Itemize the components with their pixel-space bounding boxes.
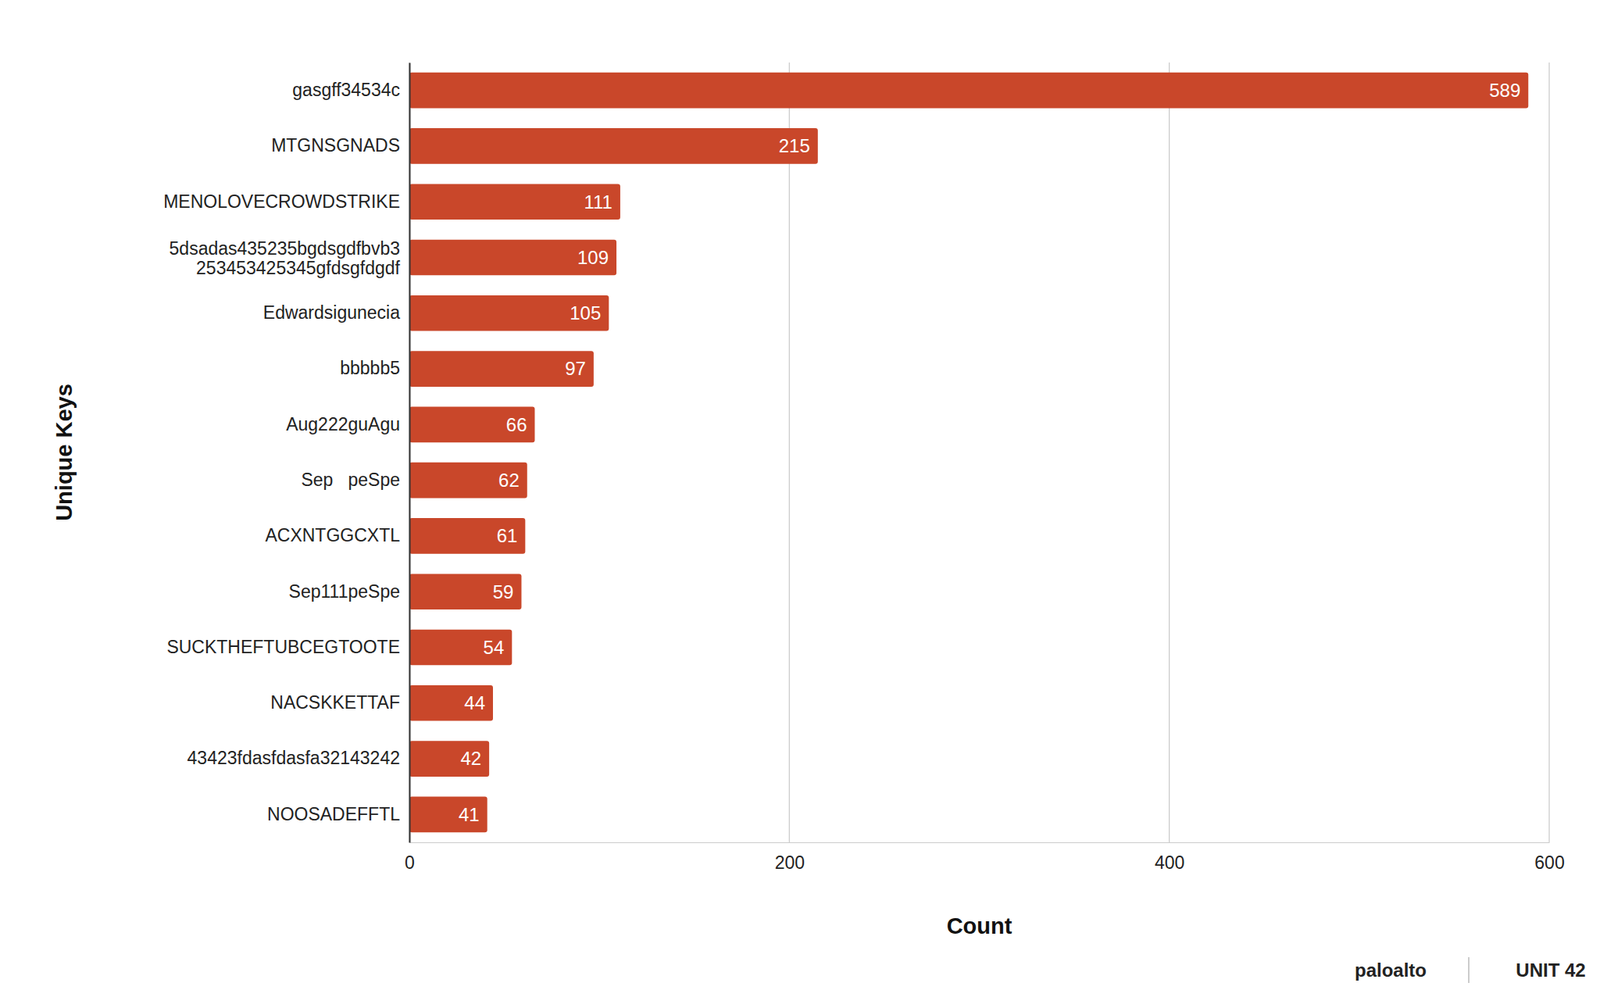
y-tick-label: Edwardsigunecia bbox=[263, 302, 400, 323]
data-label: 62 bbox=[498, 469, 520, 491]
data-label: 59 bbox=[492, 581, 515, 603]
bars bbox=[409, 72, 1529, 833]
y-tick: Edwardsigunecia bbox=[263, 302, 410, 323]
data-label: 589 bbox=[1489, 79, 1521, 101]
data-labels: 589 215 111 109 105 97 66 62 61 59 54 44 42 41 bbox=[458, 79, 1521, 825]
y-tick: bbbbb5 bbox=[339, 357, 410, 379]
y-tick: NACSKKETTAF bbox=[270, 692, 410, 713]
y-tick: 5dsadas435235bgdsgdfbvb3253453425345gfds… bbox=[169, 238, 410, 279]
data-label: 54 bbox=[483, 636, 505, 658]
bar bbox=[409, 72, 1529, 109]
data-label: 41 bbox=[458, 803, 480, 825]
y-tick-label: Sep111peSpe bbox=[289, 581, 400, 602]
x-tick: 600 bbox=[1534, 842, 1565, 873]
y-axis-line bbox=[409, 63, 411, 843]
plot: 0 200 400 600 gasgff34534c MTGNSGNADS MENOLOVE… bbox=[163, 62, 1565, 873]
y-tick: Sep111peSpe bbox=[289, 581, 410, 602]
x-tick: 400 bbox=[1154, 842, 1185, 873]
data-label: 42 bbox=[460, 747, 482, 769]
y-tick: MTGNSGNADS bbox=[271, 135, 410, 156]
y-tick: MENOLOVECROWDSTRIKE bbox=[163, 191, 410, 212]
y-tick: gasgff34534c bbox=[292, 79, 410, 100]
y-tick: SUCKTHEFTUBCEGTOOTE bbox=[166, 636, 410, 658]
y-tick-label: NACSKKETTAF bbox=[270, 692, 400, 713]
bar bbox=[409, 796, 488, 833]
bar bbox=[409, 573, 522, 610]
x-tick-label: 600 bbox=[1534, 852, 1565, 873]
x-tick-label: 200 bbox=[775, 852, 805, 873]
x-axis-title: Count bbox=[946, 913, 1013, 939]
y-tick-label: bbbbb5 bbox=[339, 357, 400, 379]
grid-line bbox=[789, 62, 790, 843]
bar bbox=[409, 183, 621, 220]
grid bbox=[409, 62, 1550, 843]
bar bbox=[409, 407, 535, 443]
bar bbox=[409, 517, 525, 554]
bar bbox=[409, 128, 818, 165]
y-tick-label: gasgff34534c bbox=[292, 79, 400, 100]
x-tick-label: 0 bbox=[404, 852, 415, 873]
bar bbox=[409, 350, 594, 387]
data-label: 105 bbox=[569, 302, 601, 324]
bar bbox=[409, 295, 609, 332]
data-label: 215 bbox=[778, 135, 811, 157]
y-tick-label: 5dsadas435235bgdsgdfbvb3253453425345gfds… bbox=[169, 238, 401, 279]
y-tick-label: MENOLOVECROWDSTRIKE bbox=[163, 191, 400, 212]
y-tick-label: 43423fdasfdasfa32143242 bbox=[187, 747, 400, 768]
data-label: 111 bbox=[583, 191, 612, 213]
grid-line bbox=[1168, 62, 1170, 843]
y-tick-label: ACXNTGGCXTL bbox=[264, 525, 400, 546]
chart: 0 200 400 600 gasgff34534c MTGNSGNADS MENOLOVE… bbox=[0, 0, 1600, 990]
bar bbox=[409, 629, 512, 666]
x-tick: 0 bbox=[404, 842, 415, 873]
y-axis: gasgff34534c MTGNSGNADS MENOLOVECROWDSTRIK… bbox=[163, 63, 410, 843]
logo-divider bbox=[1468, 957, 1470, 983]
x-axis-line bbox=[410, 842, 1550, 843]
y-tick: ACXNTGGCXTL bbox=[264, 525, 410, 546]
y-tick: Aug222guAgu bbox=[285, 414, 410, 435]
y-tick: 43423fdasfdasfa32143242 bbox=[187, 747, 410, 768]
data-label: 66 bbox=[506, 414, 528, 436]
y-tick-label: Aug222guAgu bbox=[285, 414, 400, 435]
data-label: 97 bbox=[564, 357, 586, 379]
y-tick: Sep peSpe bbox=[300, 469, 410, 490]
grid-line bbox=[408, 62, 410, 843]
x-axis: 0 200 400 600 bbox=[404, 842, 1565, 873]
label-line: 5dsadas435235bgdsgdfbvb3 bbox=[169, 238, 400, 259]
bar bbox=[409, 462, 528, 499]
y-tick-label: SUCKTHEFTUBCEGTOOTE bbox=[166, 636, 400, 658]
y-axis-title: Unique Keys bbox=[51, 383, 77, 522]
bar bbox=[409, 685, 493, 722]
grid-line bbox=[1548, 62, 1550, 843]
logo-text: paloalto bbox=[1354, 959, 1427, 981]
label-line: 253453425345gfdsgfdgdf bbox=[196, 257, 401, 279]
y-tick: NOOSADEFFTL bbox=[267, 803, 410, 825]
y-tick-label: Sep peSpe bbox=[300, 469, 400, 490]
x-tick: 200 bbox=[775, 842, 805, 873]
x-tick-label: 400 bbox=[1154, 852, 1185, 873]
data-label: 61 bbox=[496, 525, 518, 547]
data-label: 44 bbox=[464, 692, 486, 714]
bar bbox=[409, 740, 490, 777]
bar bbox=[409, 239, 617, 276]
data-label: 109 bbox=[577, 246, 609, 268]
y-tick-label: NOOSADEFFTL bbox=[267, 803, 400, 825]
y-tick-label: MTGNSGNADS bbox=[271, 135, 400, 156]
logo-text: UNIT 42 bbox=[1515, 959, 1586, 981]
